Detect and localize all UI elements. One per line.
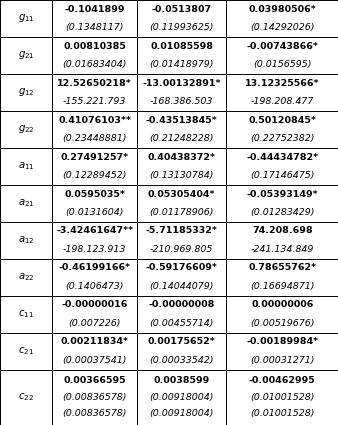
Text: 0.50120845*: 0.50120845*	[248, 116, 316, 125]
Text: (0.22752382): (0.22752382)	[250, 134, 314, 143]
Text: 0.41076103**: 0.41076103**	[58, 116, 131, 125]
Text: $c_{22}$: $c_{22}$	[18, 391, 34, 403]
Text: 0.00211834*: 0.00211834*	[61, 337, 129, 346]
Text: (0.01001528): (0.01001528)	[250, 393, 314, 402]
Text: (0.1348117): (0.1348117)	[65, 23, 124, 32]
Text: (0.21248228): (0.21248228)	[149, 134, 214, 143]
Text: -3.42461647**: -3.42461647**	[56, 227, 133, 235]
Text: 0.78655762*: 0.78655762*	[248, 264, 316, 272]
Text: 0.01085598: 0.01085598	[150, 42, 213, 51]
Text: -0.00743866*: -0.00743866*	[246, 42, 318, 51]
Text: (0.00836578): (0.00836578)	[63, 393, 127, 402]
Text: (0.00033542): (0.00033542)	[149, 356, 214, 365]
Text: -168.386.503: -168.386.503	[150, 97, 213, 106]
Text: $a_{22}$: $a_{22}$	[18, 271, 34, 283]
Text: $c_{11}$: $c_{11}$	[18, 308, 34, 320]
Text: -0.05393149*: -0.05393149*	[246, 190, 318, 198]
Text: -198.208.477: -198.208.477	[250, 97, 314, 106]
Text: (0.00455714): (0.00455714)	[149, 319, 214, 328]
Text: (0.00519676): (0.00519676)	[250, 319, 314, 328]
Text: (0.00918004): (0.00918004)	[149, 409, 214, 419]
Text: 74.208.698: 74.208.698	[252, 227, 313, 235]
Text: -198.123.913: -198.123.913	[63, 245, 126, 254]
Text: (0.00836578): (0.00836578)	[63, 409, 127, 419]
Text: (0.14044079): (0.14044079)	[149, 282, 214, 291]
Text: (0.01418979): (0.01418979)	[149, 60, 214, 69]
Text: -210.969.805: -210.969.805	[150, 245, 213, 254]
Text: (0.0131604): (0.0131604)	[65, 208, 124, 217]
Text: -5.71185332*: -5.71185332*	[146, 227, 218, 235]
Text: 0.00810385: 0.00810385	[63, 42, 126, 51]
Text: $a_{11}$: $a_{11}$	[18, 160, 34, 172]
Text: (0.13130784): (0.13130784)	[149, 171, 214, 180]
Text: (0.17146475): (0.17146475)	[250, 171, 314, 180]
Text: (0.00031271): (0.00031271)	[250, 356, 314, 365]
Text: -13.00132891*: -13.00132891*	[142, 79, 221, 88]
Text: $g_{11}$: $g_{11}$	[18, 12, 34, 25]
Text: -0.00462995: -0.00462995	[249, 376, 316, 385]
Text: $g_{22}$: $g_{22}$	[18, 123, 34, 135]
Text: -0.44434782*: -0.44434782*	[246, 153, 318, 162]
Text: $g_{12}$: $g_{12}$	[18, 86, 34, 99]
Text: 0.0595035*: 0.0595035*	[64, 190, 125, 198]
Text: 13.12325566*: 13.12325566*	[245, 79, 319, 88]
Text: -0.00000008: -0.00000008	[148, 300, 215, 309]
Text: (0.01683404): (0.01683404)	[63, 60, 127, 69]
Text: -0.0513807: -0.0513807	[152, 5, 212, 14]
Text: (0.01001528): (0.01001528)	[250, 409, 314, 419]
Text: (0.14292026): (0.14292026)	[250, 23, 314, 32]
Text: (0.007226): (0.007226)	[68, 319, 121, 328]
Text: $a_{12}$: $a_{12}$	[18, 234, 34, 246]
Text: $a_{21}$: $a_{21}$	[18, 197, 34, 209]
Text: -155.221.793: -155.221.793	[63, 97, 126, 106]
Text: -0.00189984*: -0.00189984*	[246, 337, 318, 346]
Text: 0.00000006: 0.00000006	[251, 300, 313, 309]
Text: -0.43513845*: -0.43513845*	[146, 116, 218, 125]
Text: 0.0038599: 0.0038599	[153, 376, 210, 385]
Text: (0.01283429): (0.01283429)	[250, 208, 314, 217]
Text: (0.12289452): (0.12289452)	[63, 171, 127, 180]
Text: (0.00918004): (0.00918004)	[149, 393, 214, 402]
Text: (0.16694871): (0.16694871)	[250, 282, 314, 291]
Text: 0.03980506*: 0.03980506*	[248, 5, 316, 14]
Text: $c_{21}$: $c_{21}$	[18, 345, 34, 357]
Text: 12.52650218*: 12.52650218*	[57, 79, 132, 88]
Text: $g_{21}$: $g_{21}$	[18, 49, 34, 62]
Text: -241.134.849: -241.134.849	[250, 245, 314, 254]
Text: -0.00000016: -0.00000016	[62, 300, 128, 309]
Text: -0.1041899: -0.1041899	[65, 5, 125, 14]
Text: 0.27491257*: 0.27491257*	[61, 153, 129, 162]
Text: (0.00037541): (0.00037541)	[63, 356, 127, 365]
Text: 0.00175652*: 0.00175652*	[148, 337, 216, 346]
Text: -0.59176609*: -0.59176609*	[146, 264, 218, 272]
Text: (0.01178906): (0.01178906)	[149, 208, 214, 217]
Text: (0.11993625): (0.11993625)	[149, 23, 214, 32]
Text: (0.0156595): (0.0156595)	[253, 60, 312, 69]
Text: (0.23448881): (0.23448881)	[63, 134, 127, 143]
Text: 0.00366595: 0.00366595	[63, 376, 126, 385]
Text: -0.46199166*: -0.46199166*	[58, 264, 131, 272]
Text: (0.1406473): (0.1406473)	[65, 282, 124, 291]
Text: 0.05305404*: 0.05305404*	[148, 190, 215, 198]
Text: 0.40438372*: 0.40438372*	[148, 153, 216, 162]
